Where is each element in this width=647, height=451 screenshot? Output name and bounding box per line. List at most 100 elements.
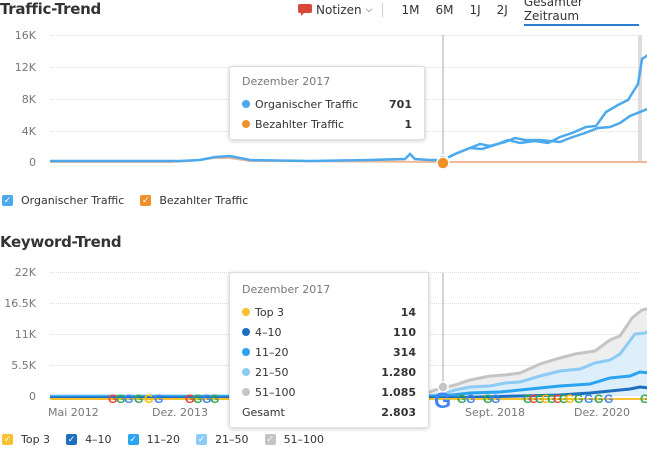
- svg-text:G: G: [193, 392, 202, 406]
- svg-text:G: G: [124, 392, 133, 406]
- tooltip-row-51-100: 51–100 1.085: [242, 382, 416, 402]
- traffic-trend-title: Traffic-Trend: [0, 0, 101, 18]
- svg-text:G: G: [584, 392, 593, 406]
- svg-text:G: G: [154, 392, 163, 406]
- svg-text:G: G: [529, 392, 538, 406]
- legend-label: 11–20: [146, 433, 181, 446]
- svg-text:G: G: [491, 392, 500, 406]
- chevron-down-icon: ⌵: [365, 5, 373, 15]
- checkbox-checked-icon[interactable]: ✓: [2, 434, 13, 445]
- svg-text:G: G: [116, 392, 125, 406]
- notes-label: Notizen: [316, 3, 362, 17]
- range-1m[interactable]: 1M: [401, 3, 420, 17]
- pos-4-10-dot-icon: [242, 328, 250, 336]
- tooltip-value: 701: [389, 97, 412, 111]
- legend-paid-traffic[interactable]: ✓ Bezahlter Traffic: [140, 194, 248, 207]
- tooltip-row-total: Gesamt 2.803: [242, 402, 416, 422]
- top3-dot-icon: [242, 308, 250, 316]
- speech-bubble-icon: [298, 3, 312, 16]
- checkbox-checked-icon[interactable]: ✓: [140, 195, 152, 206]
- legend-organic-traffic[interactable]: ✓ Organischer Traffic: [2, 194, 124, 207]
- checkbox-checked-icon[interactable]: ✓: [127, 434, 139, 445]
- tooltip-total-label: Gesamt: [242, 405, 285, 419]
- tooltip-row-top3: Top 3 14: [242, 302, 416, 322]
- x-tick: Dez. 2013: [152, 406, 208, 419]
- tooltip-value: 14: [400, 305, 416, 319]
- range-6m[interactable]: 6M: [435, 3, 454, 17]
- y-tick: 16K: [14, 29, 36, 42]
- keyword-tooltip: Dezember 2017 Top 3 14 4–10 110 11–20 31…: [229, 272, 429, 428]
- svg-text:G: G: [210, 392, 219, 406]
- range-toolbar: Notizen ⌵ 1M 6M 1J 2J Gesamter Zeitraum: [298, 0, 647, 26]
- legend-top3[interactable]: ✓ Top 3: [2, 433, 50, 446]
- tooltip-value: 314: [393, 345, 416, 359]
- legend-label: Top 3: [21, 433, 51, 446]
- x-tick: Sept. 2018: [465, 406, 526, 419]
- x-tick: Mai 2012: [48, 406, 99, 419]
- keyword-legend: ✓ Top 3 ✓ 4–10 ✓ 11–20 ✓ 21–50 ✓ 51–100: [2, 433, 340, 446]
- svg-text:G: G: [185, 392, 194, 406]
- svg-text:G: G: [553, 392, 562, 406]
- paid-dot-icon: [242, 120, 250, 128]
- tooltip-value: 1.280: [381, 365, 416, 379]
- tooltip-date: Dezember 2017: [242, 75, 331, 88]
- y-tick: 11K: [14, 328, 36, 341]
- legend-4-10[interactable]: ✓ 4–10: [66, 433, 112, 446]
- svg-text:G: G: [466, 392, 475, 406]
- svg-text:G: G: [574, 392, 583, 406]
- svg-text:G: G: [108, 392, 117, 406]
- y-tick: 22K: [14, 266, 36, 279]
- tooltip-label: Organischer Traffic: [255, 97, 359, 111]
- pos-51-100-dot-icon: [242, 388, 250, 396]
- legend-21-50[interactable]: ✓ 21–50: [196, 433, 249, 446]
- tooltip-date: Dezember 2017: [242, 283, 331, 296]
- organic-dot-icon: [242, 100, 250, 108]
- svg-text:G: G: [541, 392, 550, 406]
- legend-label: 21–50: [215, 433, 249, 446]
- svg-text:G: G: [134, 392, 143, 406]
- svg-text:G: G: [559, 392, 568, 406]
- tooltip-value: 1.085: [381, 385, 416, 399]
- x-tick: Dez. 2020: [574, 406, 630, 419]
- checkbox-checked-icon[interactable]: ✓: [66, 434, 78, 445]
- range-all-time[interactable]: Gesamter Zeitraum: [523, 0, 639, 26]
- svg-text:G: G: [535, 392, 544, 406]
- tooltip-row-organic: Organischer Traffic 701: [242, 94, 412, 114]
- y-tick: 8K: [21, 93, 36, 106]
- svg-text:G: G: [547, 392, 556, 406]
- tooltip-label: 21–50: [255, 365, 289, 379]
- checkbox-checked-icon[interactable]: ✓: [196, 434, 208, 445]
- svg-text:G: G: [434, 388, 451, 408]
- range-2j[interactable]: 2J: [496, 3, 508, 17]
- tooltip-value: 110: [393, 325, 416, 339]
- notes-dropdown[interactable]: Notizen ⌵: [298, 3, 372, 17]
- y-tick: 12K: [14, 61, 36, 74]
- svg-text:G: G: [565, 392, 574, 406]
- traffic-legend: ✓ Organischer Traffic ✓ Bezahlter Traffi…: [2, 194, 264, 207]
- svg-text:G: G: [457, 392, 466, 406]
- svg-text:G: G: [640, 392, 647, 406]
- tooltip-label: 11–20: [255, 345, 289, 359]
- legend-11-20[interactable]: ✓ 11–20: [127, 433, 181, 446]
- traffic-chart-plot[interactable]: [50, 30, 647, 175]
- tooltip-label: 51–100: [255, 385, 296, 399]
- y-tick: 5.5K: [11, 359, 36, 372]
- legend-label: Bezahlter Traffic: [159, 194, 249, 207]
- y-tick: 0: [29, 390, 36, 403]
- legend-label: Organischer Traffic: [21, 194, 125, 207]
- gridline: [50, 35, 639, 36]
- legend-51-100[interactable]: ✓ 51–100: [264, 433, 324, 446]
- range-1j[interactable]: 1J: [469, 3, 481, 17]
- tooltip-label: 4–10: [255, 325, 282, 339]
- svg-text:G: G: [594, 392, 603, 406]
- checkbox-checked-icon[interactable]: ✓: [264, 434, 276, 445]
- svg-text:G: G: [604, 392, 613, 406]
- tooltip-label: Bezahlter Traffic: [255, 117, 345, 131]
- y-tick: 4K: [21, 125, 36, 138]
- svg-text:G: G: [483, 392, 492, 406]
- svg-text:G: G: [523, 392, 532, 406]
- svg-text:G: G: [202, 392, 211, 406]
- y-tick: 0: [29, 156, 36, 169]
- checkbox-checked-icon[interactable]: ✓: [2, 195, 13, 206]
